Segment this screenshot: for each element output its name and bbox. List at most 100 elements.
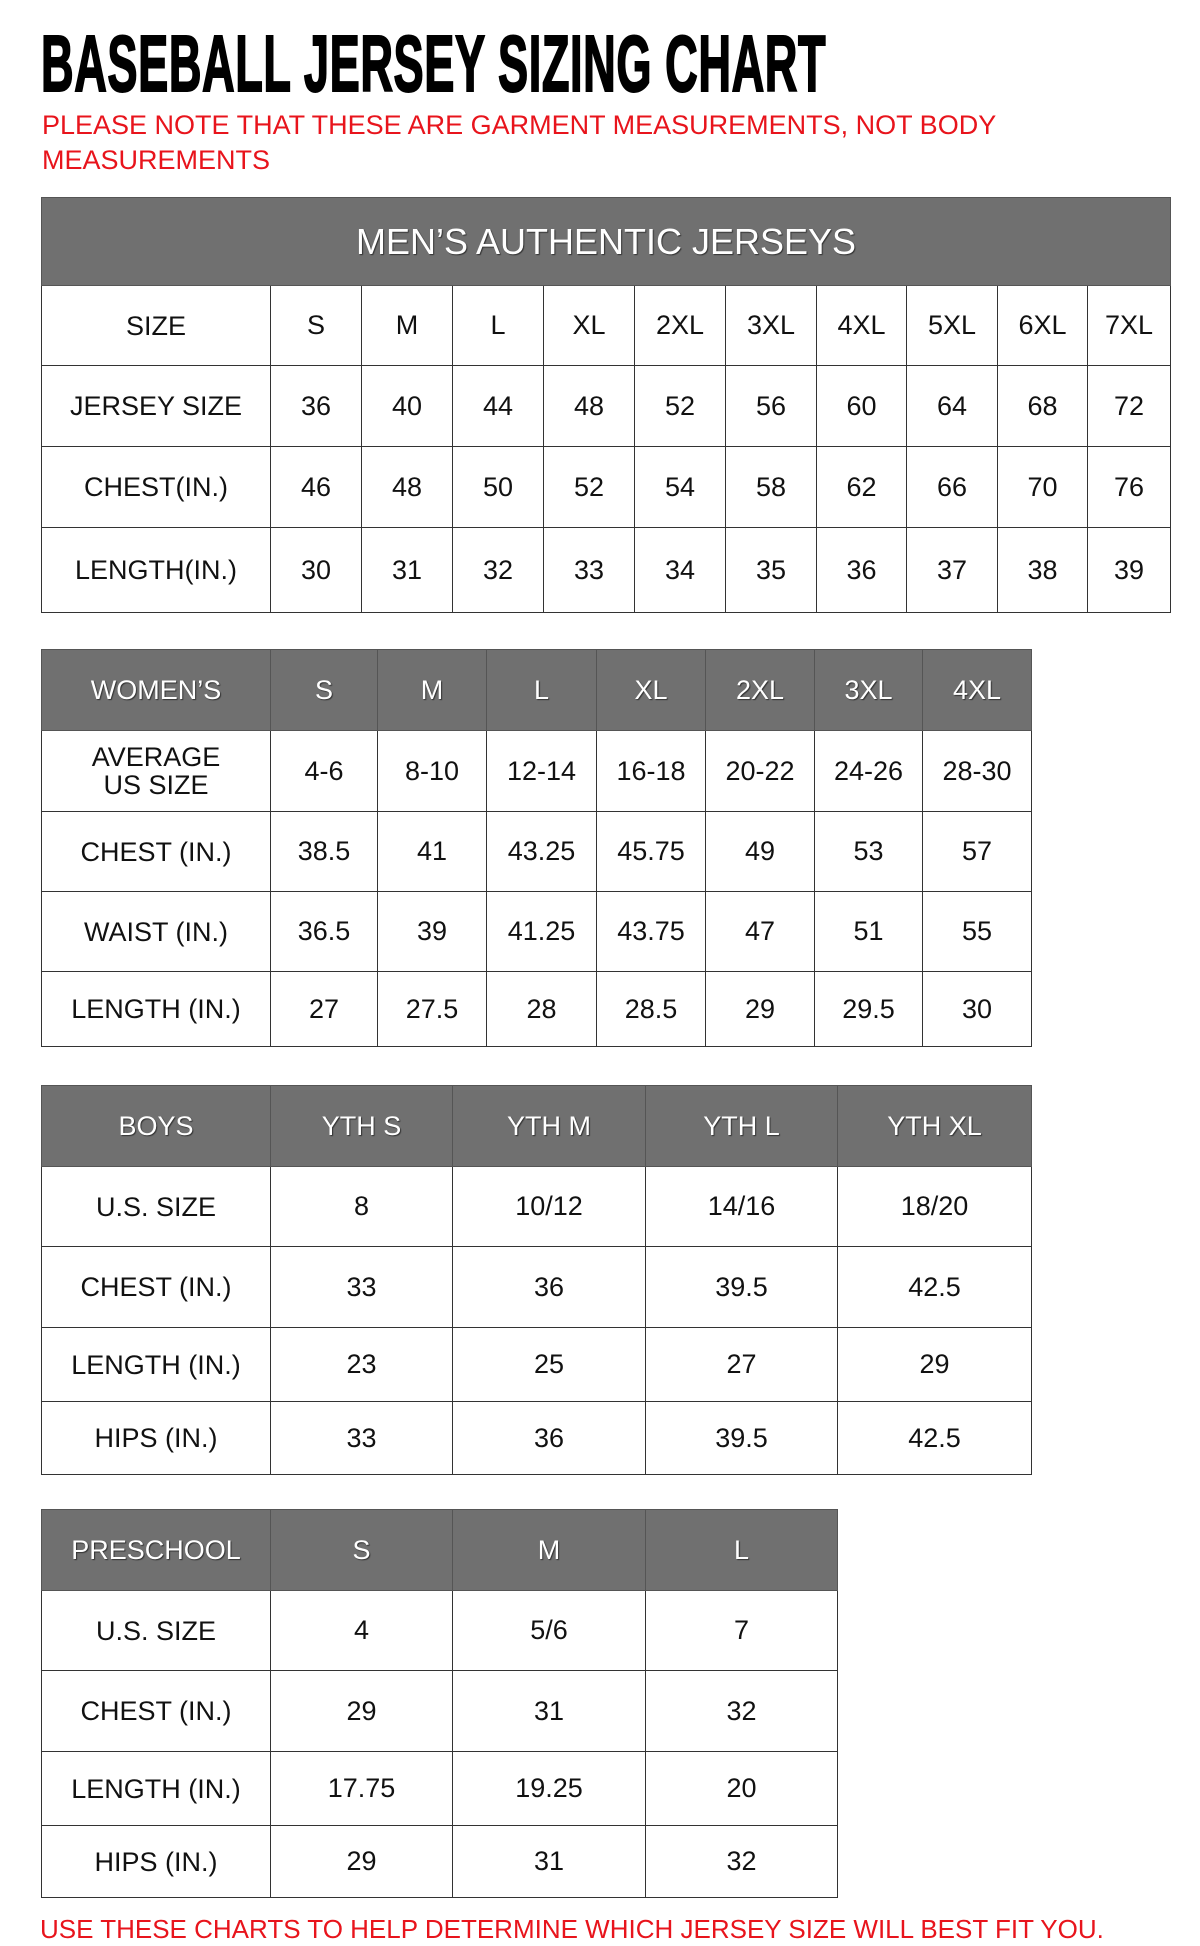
table-row: U.S. SIZE 4 5/6 7 — [41, 1590, 838, 1671]
measurement-cell: 51 — [814, 891, 923, 972]
size-header: 7XL — [1086, 285, 1172, 366]
measurement-cell: 48 — [543, 365, 635, 447]
header-label: BOYS — [41, 1085, 271, 1167]
measurement-cell: 39.5 — [645, 1401, 838, 1475]
measurement-cell: 40 — [361, 365, 453, 447]
measurement-cell: 29 — [705, 971, 815, 1047]
table-row: U.S. SIZE 8 10/12 14/16 18/20 — [41, 1166, 1032, 1247]
header-label: PRESCHOOL — [41, 1509, 271, 1591]
table-banner: MEN’S AUTHENTIC JERSEYS — [40, 197, 1172, 286]
measurement-cell: 29 — [270, 1670, 453, 1752]
measurement-cell: 66 — [906, 446, 998, 528]
table-row: WAIST (IN.) 36.5 39 41.25 43.75 47 51 55 — [41, 891, 1032, 972]
size-header: YTH L — [645, 1085, 838, 1167]
measurement-cell: 17.75 — [270, 1751, 453, 1826]
size-header: M — [452, 1509, 646, 1591]
measurement-cell: 68 — [997, 365, 1088, 447]
measurement-cell: 49 — [705, 811, 815, 892]
footer-note: USE THESE CHARTS TO HELP DETERMINE WHICH… — [40, 1914, 1104, 1944]
measurement-cell: 41 — [377, 811, 487, 892]
size-header: 6XL — [997, 285, 1088, 366]
measurement-cell: 33 — [543, 527, 635, 613]
measurement-cell: 31 — [452, 1670, 646, 1752]
table-row: LENGTH(IN.) 30 31 32 33 34 35 36 37 38 39 — [41, 527, 1172, 613]
measurement-cell: 29 — [837, 1327, 1032, 1402]
measurement-cell: 53 — [814, 811, 923, 892]
header-label: WOMEN’S — [41, 649, 271, 731]
measurement-cell: 29 — [270, 1825, 453, 1898]
measurement-cell: 31 — [452, 1825, 646, 1898]
table-row: AVERAGE US SIZE 4-6 8-10 12-14 16-18 20-22 24-… — [41, 730, 1032, 812]
measurement-cell: 39.5 — [645, 1246, 838, 1328]
row-label: LENGTH(IN.) — [41, 527, 271, 613]
size-header: S — [270, 285, 362, 366]
measurement-cell: 38 — [997, 527, 1088, 613]
measurement-cell: 35 — [725, 527, 817, 613]
table-row: CHEST (IN.) 38.5 41 43.25 45.75 49 53 57 — [41, 811, 1032, 892]
measurement-cell: 47 — [705, 891, 815, 972]
row-label: LENGTH (IN.) — [41, 1751, 271, 1826]
row-label: U.S. SIZE — [41, 1166, 271, 1247]
measurement-cell: 72 — [1086, 365, 1172, 447]
row-label: JERSEY SIZE — [41, 365, 271, 447]
size-header: XL — [596, 649, 706, 731]
measurement-cell: 48 — [361, 446, 453, 528]
measurement-cell: 7 — [645, 1590, 838, 1671]
size-header: L — [645, 1509, 838, 1591]
measurement-cell: 12-14 — [486, 730, 597, 812]
boys-size-table: BOYS YTH S YTH M YTH L YTH XL U.S. SIZE 8 10/12… — [41, 1085, 1032, 1475]
measurement-cell: 28.5 — [596, 971, 706, 1047]
row-label: CHEST (IN.) — [41, 811, 271, 892]
measurement-cell: 30 — [922, 971, 1032, 1047]
size-header: S — [270, 649, 378, 731]
measurement-cell: 55 — [922, 891, 1032, 972]
measurement-cell: 36 — [452, 1401, 646, 1475]
measurement-cell: 34 — [634, 527, 726, 613]
measurement-cell: 44 — [452, 365, 544, 447]
size-header: XL — [543, 285, 635, 366]
size-header: 3XL — [814, 649, 923, 731]
table-header-row: WOMEN’S S M L XL 2XL 3XL 4XL — [41, 649, 1032, 731]
measurement-cell: 33 — [270, 1401, 453, 1475]
size-header: 2XL — [705, 649, 815, 731]
measurement-cell: 19.25 — [452, 1751, 646, 1826]
row-label: LENGTH (IN.) — [41, 971, 271, 1047]
table-row: LENGTH (IN.) 17.75 19.25 20 — [41, 1751, 838, 1826]
measurement-cell: 27.5 — [377, 971, 487, 1047]
size-header: YTH S — [270, 1085, 453, 1167]
size-header: L — [452, 285, 544, 366]
measurement-cell: 41.25 — [486, 891, 597, 972]
row-label: AVERAGE US SIZE — [41, 730, 271, 812]
row-label: WAIST (IN.) — [41, 891, 271, 972]
page-title: BASEBALL JERSEY SIZING CHART — [40, 19, 827, 108]
table-row: CHEST (IN.) 33 36 39.5 42.5 — [41, 1246, 1032, 1328]
measurement-cell: 27 — [645, 1327, 838, 1402]
preschool-size-table: PRESCHOOL S M L U.S. SIZE 4 5/6 7 CHEST (IN.) 29 3… — [41, 1509, 838, 1898]
measurement-cell: 42.5 — [837, 1246, 1032, 1328]
measurement-cell: 24-26 — [814, 730, 923, 812]
size-header: M — [361, 285, 453, 366]
measurement-cell: 36 — [270, 365, 362, 447]
measurement-cell: 54 — [634, 446, 726, 528]
measurement-cell: 60 — [816, 365, 907, 447]
measurement-cell: 56 — [725, 365, 817, 447]
size-header: 4XL — [922, 649, 1032, 731]
measurement-cell: 52 — [634, 365, 726, 447]
table-row: HIPS (IN.) 29 31 32 — [41, 1825, 838, 1898]
table-header-row: BOYS YTH S YTH M YTH L YTH XL — [41, 1085, 1032, 1167]
measurement-cell: 32 — [645, 1825, 838, 1898]
row-label: CHEST(IN.) — [41, 446, 271, 528]
measurement-cell: 5/6 — [452, 1590, 646, 1671]
measurement-cell: 36 — [452, 1246, 646, 1328]
table-row: CHEST (IN.) 29 31 32 — [41, 1670, 838, 1752]
measurement-cell: 36.5 — [270, 891, 378, 972]
measurement-cell: 20 — [645, 1751, 838, 1826]
table-header-row: PRESCHOOL S M L — [41, 1509, 838, 1591]
measurement-cell: 58 — [725, 446, 817, 528]
table-row: LENGTH (IN.) 23 25 27 29 — [41, 1327, 1032, 1402]
womens-size-table: WOMEN’S S M L XL 2XL 3XL 4XL AVERAGE US SIZE 4-6 8… — [41, 649, 1032, 1047]
table-header-row: SIZE S M L XL 2XL 3XL 4XL 5XL 6XL 7XL — [41, 285, 1172, 366]
measurement-cell: 16-18 — [596, 730, 706, 812]
measurement-cell: 32 — [452, 527, 544, 613]
measurement-cell: 25 — [452, 1327, 646, 1402]
